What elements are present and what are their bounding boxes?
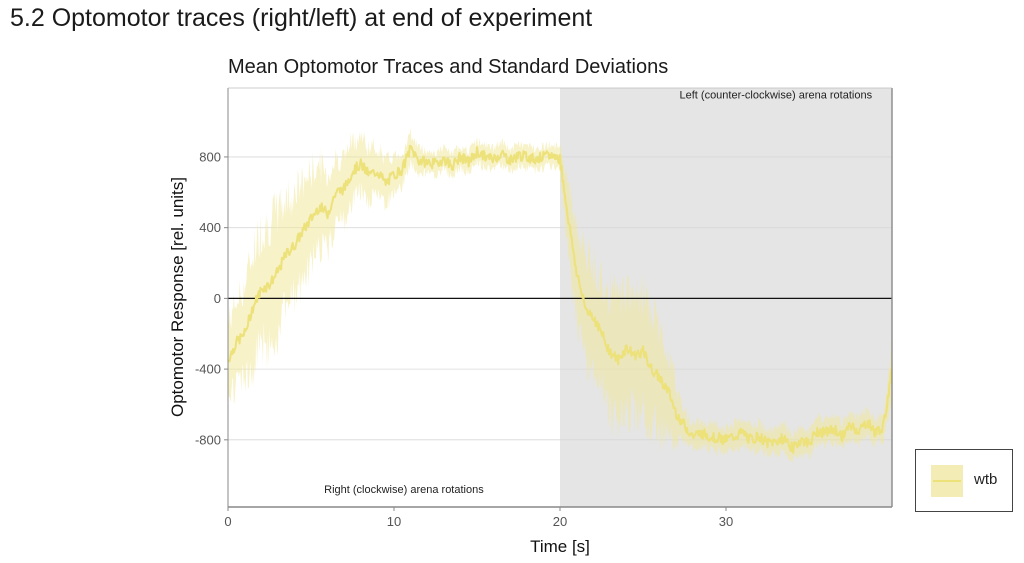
chart-title: Mean Optomotor Traces and Standard Devia… — [228, 56, 668, 78]
x-tick-label: 20 — [553, 514, 567, 529]
x-tick-label: 0 — [224, 514, 231, 529]
y-axis-label: Optomotor Response [rel. units] — [168, 177, 187, 417]
y-tick-label: 400 — [199, 220, 221, 235]
annotation-right-rotations: Right (clockwise) arena rotations — [324, 484, 484, 496]
legend: wtb — [915, 449, 1013, 512]
annotation-left-rotations: Left (counter-clockwise) arena rotations — [680, 90, 873, 102]
y-tick-label: 800 — [199, 149, 221, 164]
y-tick-label: -400 — [195, 362, 221, 377]
y-axis-ticks: -800 -400 0 400 800 — [195, 149, 228, 447]
mean-line-wtb — [227, 144, 893, 454]
x-tick-label: 30 — [719, 514, 733, 529]
y-tick-label: -800 — [195, 432, 221, 447]
section-title: 5.2 Optomotor traces (right/left) at end… — [10, 4, 593, 32]
legend-key-wtb — [931, 465, 963, 497]
legend-key-line — [933, 480, 961, 482]
x-axis-label: Time [s] — [530, 537, 590, 556]
legend-label-wtb: wtb — [974, 471, 998, 488]
plot-panel — [227, 87, 893, 508]
y-tick-label: 0 — [214, 291, 221, 306]
x-tick-label: 10 — [387, 514, 401, 529]
x-axis-ticks: 0 10 20 30 — [224, 507, 733, 529]
